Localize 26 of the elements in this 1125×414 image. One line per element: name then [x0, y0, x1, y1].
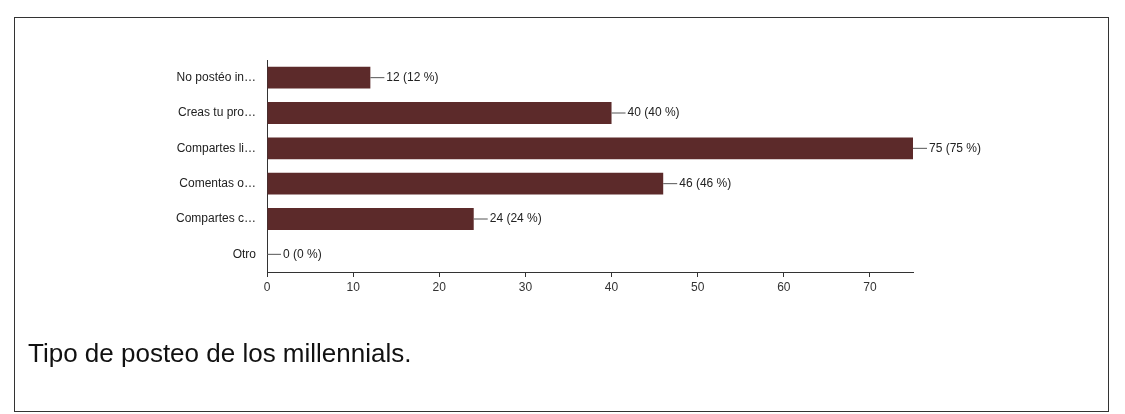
x-tick-label: 0 — [263, 279, 271, 294]
data-label: 40 (40 %) — [627, 105, 680, 120]
x-tick-label: 30 — [518, 279, 533, 294]
x-tick-label: 10 — [346, 279, 361, 294]
data-label: 0 (0 %) — [283, 246, 322, 261]
x-tick-label: 50 — [690, 279, 705, 294]
x-tick-label: 70 — [863, 279, 877, 294]
data-label: 75 (75 %) — [929, 140, 982, 155]
bar — [267, 137, 913, 160]
data-label: 12 (12 %) — [386, 69, 439, 84]
bar — [267, 208, 474, 230]
x-tick-label: 60 — [777, 279, 791, 294]
x-tick-label: 20 — [432, 279, 447, 294]
y-tick-label: Creas tu pro… — [177, 105, 256, 120]
bar — [267, 102, 612, 124]
bar — [267, 172, 664, 195]
text: Tipo de posteo de los millennials. — [28, 338, 412, 369]
y-tick-label: No postéo in… — [176, 69, 256, 84]
data-label: 46 (46 %) — [679, 175, 732, 190]
y-tick-label: Compartes li… — [176, 140, 256, 155]
y-tick-label: Compartes c… — [175, 211, 256, 226]
y-tick-label: Comentas o… — [179, 175, 256, 190]
x-tick-label: 40 — [604, 279, 619, 294]
data-label: 24 (24 %) — [489, 211, 542, 226]
bar — [267, 66, 371, 89]
y-tick-label: Otro — [232, 246, 257, 261]
